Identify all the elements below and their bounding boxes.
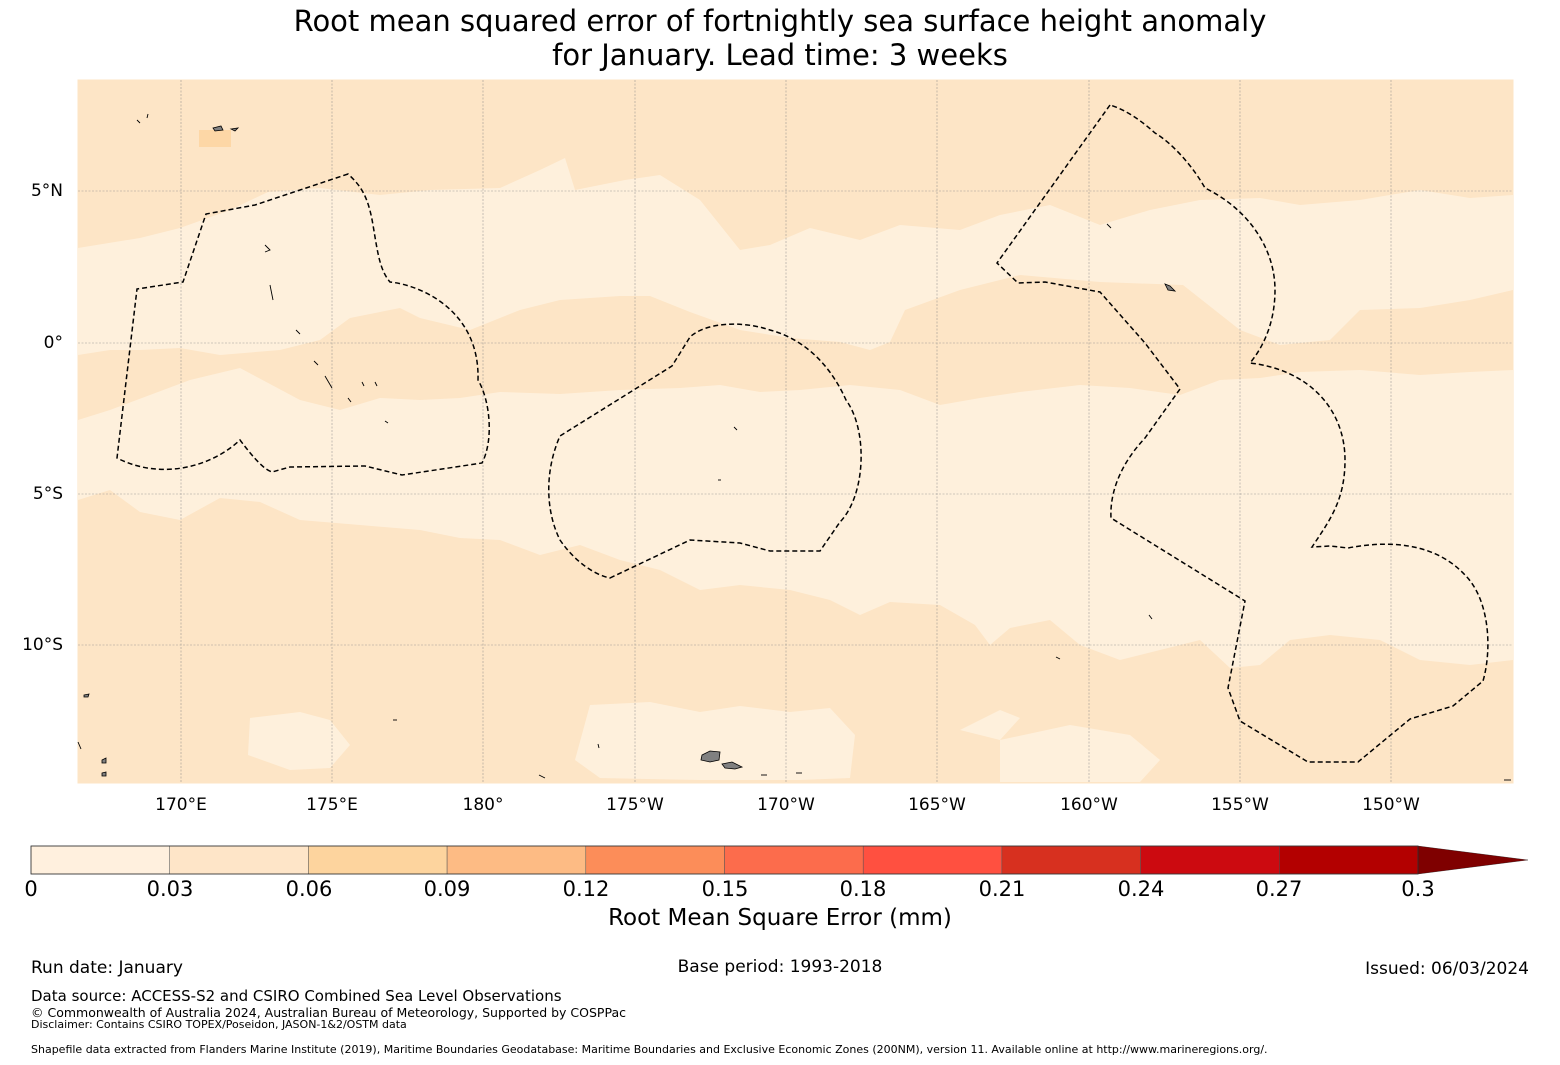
atoll-12 [733,426,738,431]
colorbar-swatch [585,845,725,875]
base-period: Base period: 1993-2018 [677,957,883,977]
data-source: Data source: ACCESS-S2 and CSIRO Combine… [31,987,562,1005]
rmse-light-band-south [78,368,1513,668]
island-samoa-1 [700,750,721,763]
colorbar-tick-label: 0 [24,877,38,901]
small-atolls [77,113,1511,781]
island-6 [229,127,240,132]
colorbar-tick-label: 0.3 [1401,877,1435,901]
lon-label-170w: 170°W [757,795,815,815]
atoll-6 [313,360,319,366]
atoll-10 [347,397,352,403]
rmse-light-patch-1 [248,712,350,770]
colorbar-tick-label: 0.21 [978,877,1026,901]
atoll-20 [538,774,546,779]
rmse-light-patch-5 [1300,315,1330,340]
island-3 [101,757,107,764]
colorbar [30,845,1529,875]
rmse-light-patch-2 [575,702,855,780]
lon-label-175e: 175°E [306,795,358,815]
atoll-2 [146,113,149,119]
colorbar-tick-label: 0.15 [701,877,749,901]
colorbar-tick-label: 0.09 [423,877,471,901]
colorbar-extend-arrow [1417,845,1529,875]
colorbar-label: Root Mean Square Error (mm) [608,905,952,931]
colorbar-tick-label: 0.27 [1255,877,1303,901]
rmse-light-patch-3 [1000,725,1160,782]
lon-label-175w: 175°W [606,795,664,815]
eez-boundary-central [548,323,862,579]
lon-label-155w: 155°W [1211,795,1269,815]
atoll-14 [1106,223,1112,229]
atoll-17 [597,743,600,749]
shapefile-credit: Shapefile data extracted from Flanders M… [31,1043,1268,1056]
colorbar-swatch [1140,845,1280,875]
colorbar-swatch [724,845,864,875]
rmse-light-patch-4 [960,710,1020,740]
rmse-band-0-0.03 [78,158,1513,782]
colorbar-swatch [862,845,1003,875]
atoll-4 [269,284,274,301]
atoll-15 [1148,614,1153,620]
atoll-5 [295,329,301,335]
atoll-7 [324,375,333,389]
colorbar-tick-label: 0.06 [285,877,333,901]
colorbar-tick-label: 0.12 [562,877,610,901]
colorbar-swatch [446,845,587,875]
island-5 [212,125,224,132]
island-1 [83,693,90,698]
chart-title-line-1: Root mean squared error of fortnightly s… [293,4,1267,38]
island-2 [101,771,107,777]
atoll-16 [1055,656,1061,660]
run-date: Run date: January [31,958,183,978]
lat-label-5n: 5°N [30,181,63,201]
colorbar-swatches [30,845,1419,875]
graticule [78,80,1513,783]
atoll-9 [374,381,378,387]
colorbar-swatch [1279,845,1419,875]
rmse-band-0.06-0.09-patch [199,130,231,147]
atoll-21 [77,741,82,750]
lon-label-150w: 150°W [1362,795,1420,815]
lon-label-170e: 170°E [155,795,207,815]
island-samoa-2 [721,761,744,770]
colorbar-tick-label: 0.03 [146,877,194,901]
colorbar-swatch [308,845,448,875]
copyright-notice: © Commonwealth of Australia 2024, Austra… [31,1005,626,1020]
rmse-light-band-equatorial [78,158,1513,355]
chart-title-line-2: for January. Lead time: 3 weeks [552,38,1008,72]
colorbar-swatch [169,845,309,875]
islands [83,125,1177,777]
colorbar-frame [30,845,1419,875]
disclaimer: Disclaimer: Contains CSIRO TOPEX/Poseido… [31,1018,407,1031]
atoll-8 [361,381,365,387]
lon-label-180: 180° [462,795,504,815]
colorbar-swatch [1001,845,1141,875]
atoll-11 [384,420,389,424]
colorbar-swatch [30,845,170,875]
lat-label-5s: 5°S [32,484,63,504]
lon-label-160w: 160°W [1060,795,1118,815]
lon-label-165w: 165°W [908,795,966,815]
lat-label-0: 0° [43,333,63,353]
colorbar-tick-label: 0.24 [1117,877,1165,901]
colorbar-tick-label: 0.18 [839,877,887,901]
eez-boundaries [116,104,1489,763]
issued-date: Issued: 06/03/2024 [1365,959,1529,979]
atoll-1 [136,119,141,124]
atoll-3 [264,244,271,253]
island-4 [1164,283,1177,292]
lat-label-10s: 10°S [22,635,63,655]
